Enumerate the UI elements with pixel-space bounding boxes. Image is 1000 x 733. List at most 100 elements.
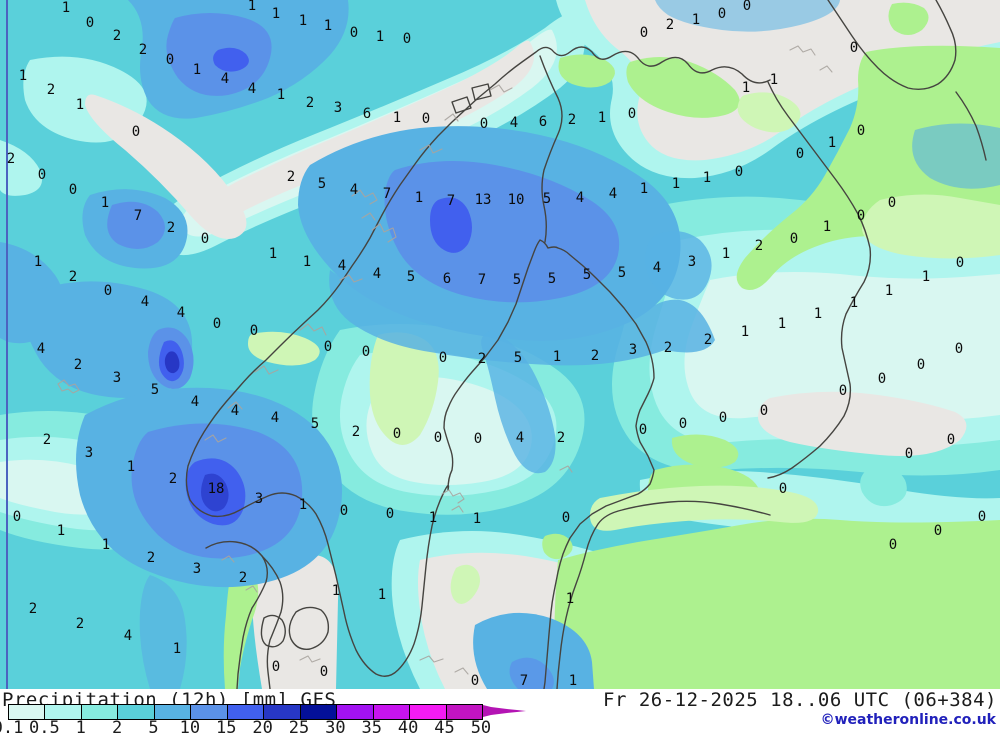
precip-value: 4 [124, 628, 132, 644]
legend-color-segment [45, 705, 82, 719]
legend-color-segment [264, 705, 301, 719]
footer: Precipitation (12h) [mm] GFS 0.10.512510… [0, 689, 1000, 733]
precip-value: 0 [955, 341, 963, 357]
legend-color-segment [227, 705, 265, 719]
precip-value: 1 [62, 0, 70, 16]
precip-value: 1 [173, 641, 181, 657]
precip-value: 0 [640, 25, 648, 41]
precip-value: 3 [334, 100, 342, 116]
fjord-details-1 [299, 223, 397, 336]
precip-value: 4 [271, 410, 279, 426]
precip-value: 4 [510, 115, 518, 131]
precip-value: 0 [760, 403, 768, 419]
precip-value: 4 [231, 403, 239, 419]
copyright-link[interactable]: ©weatheronline.co.uk [820, 712, 996, 728]
legend-tick: 25 [288, 718, 310, 733]
precip-value: 1 [814, 306, 822, 322]
precip-value: 2 [239, 570, 247, 586]
precip-value: 2 [76, 616, 84, 632]
precip-value: 0 [86, 15, 94, 31]
dry-land-regions [223, 2, 1000, 689]
precip-value: 2 [478, 351, 486, 367]
fjord-details-2 [204, 365, 279, 443]
legend-color-segment [118, 705, 155, 719]
precip-value: 1 [193, 62, 201, 78]
coastlines [57, 0, 987, 689]
precip-value: 0 [403, 31, 411, 47]
precip-value: 1 [885, 283, 893, 299]
precip-value: 0 [422, 111, 430, 127]
precip-value: 1 [473, 511, 481, 527]
precip-value: 0 [839, 383, 847, 399]
legend-tick: 10 [179, 718, 201, 733]
precip-value: 2 [47, 82, 55, 98]
precipitation-blobs [0, 0, 1000, 689]
precip-value: 2 [169, 471, 177, 487]
zealand-island [288, 606, 330, 650]
precip-value: 5 [151, 382, 159, 398]
finland-russia-border [767, 81, 872, 479]
precip-value: 5 [618, 265, 626, 281]
legend-color-segment [410, 705, 447, 719]
precip-value: 1 [429, 510, 437, 526]
precip-value: 4 [338, 258, 346, 274]
precip-value: 2 [74, 357, 82, 373]
precip-value: 1 [598, 110, 606, 126]
precip-value: 2 [147, 550, 155, 566]
legend-tick: 35 [361, 718, 383, 733]
legend-tick: 5 [148, 718, 159, 733]
precip-value: 2 [666, 17, 674, 33]
precip-value: 4 [37, 341, 45, 357]
precip-value: 0 [386, 506, 394, 522]
precip-value: 5 [318, 176, 326, 192]
precip-value: 2 [43, 432, 51, 448]
precip-value: 1 [553, 349, 561, 365]
precip-value: 0 [104, 283, 112, 299]
danish-detail [221, 555, 321, 663]
precip-value: 1 [324, 18, 332, 34]
scandinavia-coastline [185, 46, 771, 689]
precip-value: 5 [311, 416, 319, 432]
legend-tick: 1 [75, 718, 86, 733]
precip-value: 0 [917, 357, 925, 373]
precip-value: 2 [591, 348, 599, 364]
precip-value: 0 [38, 167, 46, 183]
precip-value: 0 [796, 146, 804, 162]
baltic-east-coast [556, 500, 771, 689]
legend-color-bar [8, 704, 483, 720]
precip-value: 0 [718, 6, 726, 22]
precip-value: 0 [434, 430, 442, 446]
precip-value: 1 [376, 29, 384, 45]
precip-value: 2 [69, 269, 77, 285]
precip-value: 6 [443, 271, 451, 287]
precip-value: 0 [934, 523, 942, 539]
precip-value: 1 [770, 72, 778, 88]
legend-color-segment [9, 705, 46, 719]
precip-value: 0 [628, 106, 636, 122]
precip-value: 3 [255, 491, 263, 507]
precip-value: 0 [439, 350, 447, 366]
precip-value: 0 [857, 123, 865, 139]
precip-value: 1 [703, 170, 711, 186]
legend-color-segment [300, 705, 338, 719]
precip-value: 4 [177, 305, 185, 321]
legend-color-segment [81, 705, 119, 719]
legend-tick: 30 [325, 718, 346, 733]
precip-value: 2 [287, 169, 295, 185]
precip-value: 0 [250, 323, 258, 339]
precip-value: 0 [340, 503, 348, 519]
precip-value: 4 [576, 190, 584, 206]
precip-value: 4 [141, 294, 149, 310]
precip-value: 0 [790, 231, 798, 247]
precip-value: 7 [134, 208, 142, 224]
precip-value: 6 [363, 106, 371, 122]
map-frame-line [6, 0, 8, 689]
precip-value: 1 [672, 176, 680, 192]
precip-value: 5 [514, 350, 522, 366]
precip-value: 0 [320, 664, 328, 680]
precip-value: 1 [102, 537, 110, 553]
precip-value: 2 [167, 220, 175, 236]
legend-color-segment [337, 705, 374, 719]
precip-value: 0 [362, 344, 370, 360]
